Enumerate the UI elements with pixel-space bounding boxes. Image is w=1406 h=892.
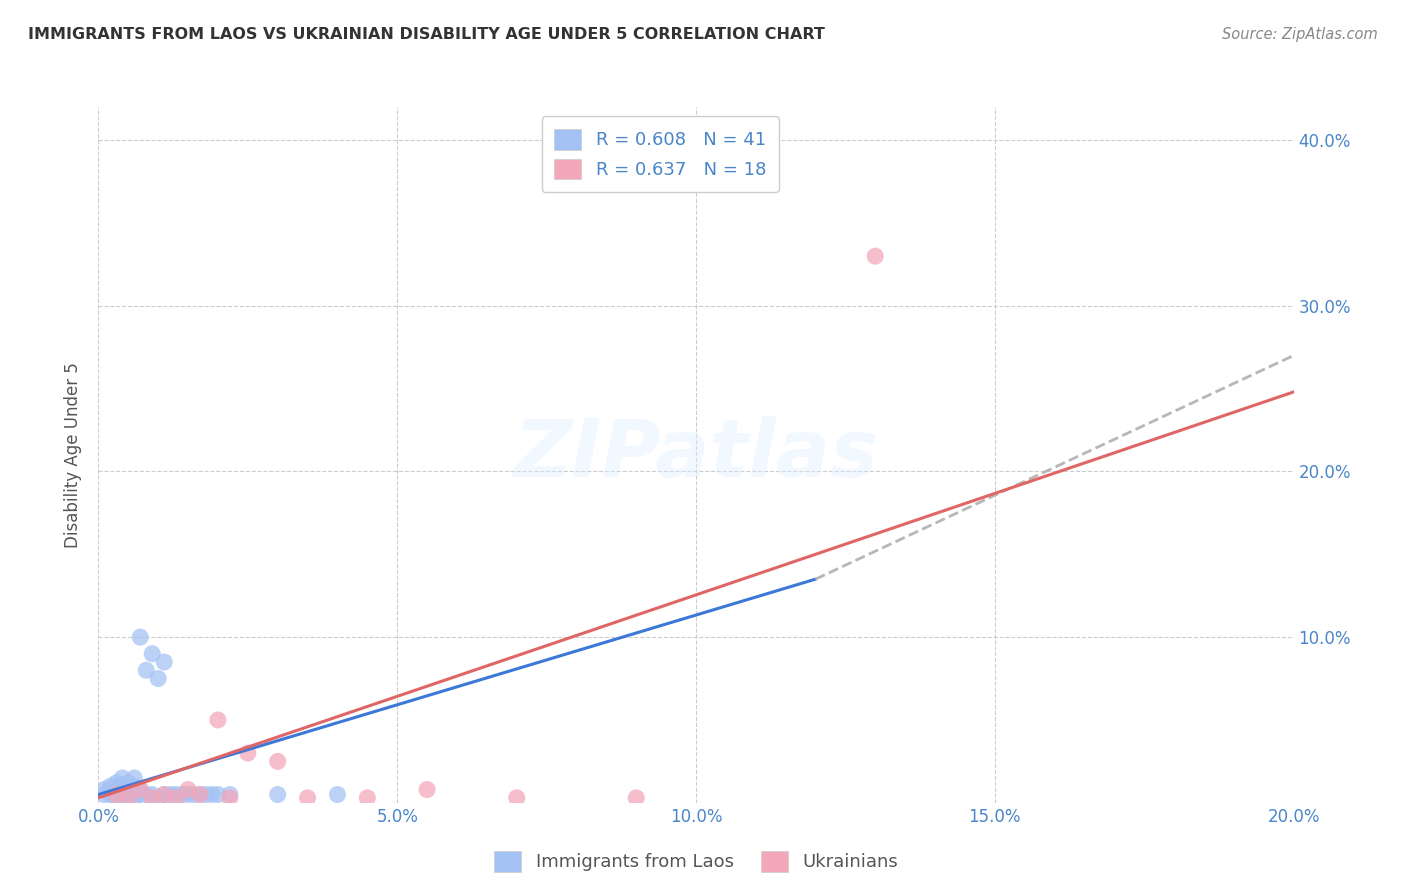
Point xyxy=(111,771,134,785)
Point xyxy=(124,790,146,805)
Point xyxy=(124,779,146,793)
Point xyxy=(153,788,176,802)
Point xyxy=(207,788,229,802)
Point xyxy=(141,788,163,802)
Point xyxy=(129,782,152,797)
Y-axis label: Disability Age Under 5: Disability Age Under 5 xyxy=(65,362,83,548)
Point xyxy=(326,788,349,802)
Point xyxy=(165,788,187,802)
Point xyxy=(219,790,242,805)
Text: IMMIGRANTS FROM LAOS VS UKRAINIAN DISABILITY AGE UNDER 5 CORRELATION CHART: IMMIGRANTS FROM LAOS VS UKRAINIAN DISABI… xyxy=(28,27,825,42)
Point xyxy=(159,788,181,802)
Point xyxy=(135,663,157,677)
Point xyxy=(100,779,122,793)
Point xyxy=(153,655,176,669)
Point xyxy=(93,782,115,797)
Text: ZIPatlas: ZIPatlas xyxy=(513,416,879,494)
Point xyxy=(506,790,529,805)
Point xyxy=(172,788,194,802)
Point xyxy=(129,630,152,644)
Point xyxy=(177,782,200,797)
Point xyxy=(207,713,229,727)
Point xyxy=(111,788,134,802)
Point xyxy=(105,790,128,805)
Point xyxy=(153,788,176,802)
Point xyxy=(124,786,146,800)
Point xyxy=(183,788,205,802)
Point xyxy=(201,788,224,802)
Point xyxy=(111,779,134,793)
Point xyxy=(865,249,887,263)
Point xyxy=(219,788,242,802)
Point xyxy=(188,788,211,802)
Point xyxy=(105,776,128,790)
Point xyxy=(117,790,139,805)
Point xyxy=(195,788,218,802)
Point xyxy=(297,790,319,805)
Point xyxy=(93,788,115,802)
Point xyxy=(356,790,378,805)
Point xyxy=(135,788,157,802)
Point xyxy=(141,790,163,805)
Point xyxy=(267,788,290,802)
Point xyxy=(105,784,128,798)
Point xyxy=(100,788,122,802)
Point xyxy=(117,788,139,802)
Point xyxy=(117,782,139,797)
Point xyxy=(124,771,146,785)
Point xyxy=(416,782,439,797)
Point xyxy=(165,790,187,805)
Point xyxy=(626,790,648,805)
Point xyxy=(148,790,170,805)
Text: Source: ZipAtlas.com: Source: ZipAtlas.com xyxy=(1222,27,1378,42)
Point xyxy=(117,776,139,790)
Point xyxy=(267,755,290,769)
Point xyxy=(141,647,163,661)
Point xyxy=(177,788,200,802)
Point xyxy=(148,672,170,686)
Point xyxy=(117,790,139,805)
Point xyxy=(188,788,211,802)
Point xyxy=(129,788,152,802)
Point xyxy=(129,782,152,797)
Point xyxy=(236,746,259,760)
Point xyxy=(105,788,128,802)
Legend: Immigrants from Laos, Ukrainians: Immigrants from Laos, Ukrainians xyxy=(481,838,911,884)
